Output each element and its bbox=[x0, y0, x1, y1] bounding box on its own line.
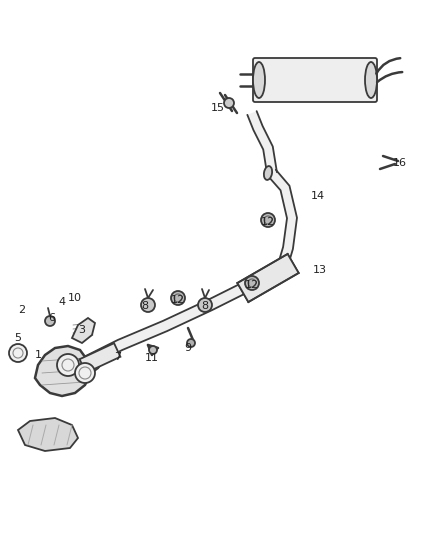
Polygon shape bbox=[45, 270, 282, 390]
Text: 16: 16 bbox=[393, 158, 407, 168]
Text: 7: 7 bbox=[114, 352, 122, 362]
Text: 12: 12 bbox=[261, 217, 275, 227]
Circle shape bbox=[45, 316, 55, 326]
Circle shape bbox=[245, 276, 259, 290]
Text: 9: 9 bbox=[184, 343, 191, 353]
Polygon shape bbox=[18, 418, 78, 451]
Text: 6: 6 bbox=[49, 313, 56, 323]
Text: 10: 10 bbox=[68, 293, 82, 303]
Circle shape bbox=[198, 298, 212, 312]
Text: 14: 14 bbox=[311, 191, 325, 201]
Polygon shape bbox=[237, 254, 299, 302]
Text: 13: 13 bbox=[313, 265, 327, 275]
Circle shape bbox=[149, 346, 157, 354]
Polygon shape bbox=[85, 356, 104, 374]
Circle shape bbox=[171, 291, 185, 305]
Circle shape bbox=[9, 344, 27, 362]
Text: 8: 8 bbox=[141, 301, 148, 311]
Circle shape bbox=[261, 213, 275, 227]
Circle shape bbox=[57, 354, 79, 376]
Circle shape bbox=[224, 98, 234, 108]
Text: 12: 12 bbox=[245, 280, 259, 290]
Polygon shape bbox=[268, 169, 297, 277]
Polygon shape bbox=[72, 318, 95, 343]
Text: 1: 1 bbox=[35, 350, 42, 360]
Circle shape bbox=[141, 298, 155, 312]
Text: 2: 2 bbox=[18, 305, 25, 315]
Polygon shape bbox=[35, 346, 90, 396]
Text: 12: 12 bbox=[171, 295, 185, 305]
Polygon shape bbox=[80, 343, 120, 373]
Circle shape bbox=[75, 363, 95, 383]
Text: 15: 15 bbox=[211, 103, 225, 113]
Ellipse shape bbox=[365, 62, 377, 98]
Polygon shape bbox=[247, 111, 277, 174]
Text: 8: 8 bbox=[201, 301, 208, 311]
Text: 3: 3 bbox=[78, 325, 85, 335]
Text: 5: 5 bbox=[14, 333, 21, 343]
FancyBboxPatch shape bbox=[253, 58, 377, 102]
Circle shape bbox=[187, 339, 195, 347]
Text: 4: 4 bbox=[58, 297, 66, 307]
Ellipse shape bbox=[253, 62, 265, 98]
Text: 11: 11 bbox=[145, 353, 159, 363]
Ellipse shape bbox=[264, 166, 272, 180]
